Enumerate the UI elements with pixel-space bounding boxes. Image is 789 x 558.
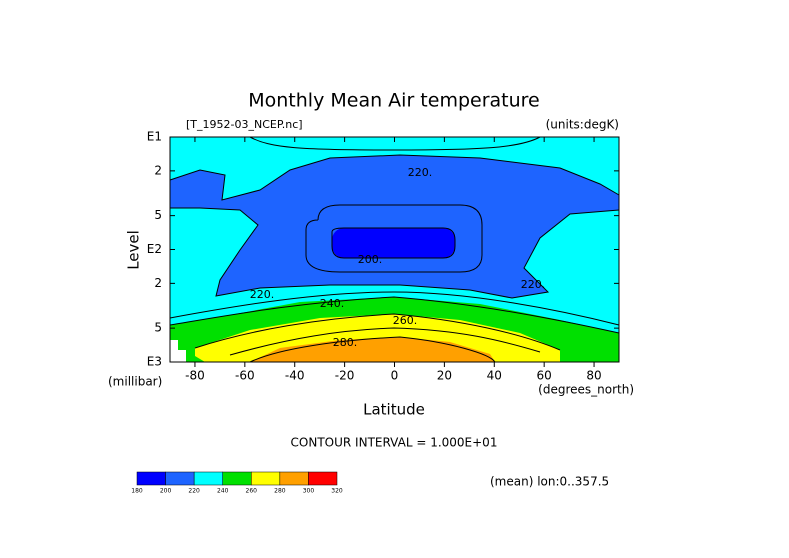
y-tick-label: E1 xyxy=(147,130,162,144)
colorbar-label: 260 xyxy=(246,488,258,495)
contour-fill xyxy=(332,228,455,258)
contour-line xyxy=(249,136,541,151)
contour-line xyxy=(194,313,561,351)
y-tick-label: 2 xyxy=(154,163,162,177)
contour-label: 200. xyxy=(358,253,383,266)
x-tick-label: -60 xyxy=(235,369,255,383)
x-tick-label: -40 xyxy=(285,369,305,383)
contour-line xyxy=(331,227,456,259)
contour-line xyxy=(170,207,620,299)
contour-line xyxy=(169,154,620,201)
y-tick-label: 2 xyxy=(154,276,162,290)
note: (mean) lon:0..357.5 xyxy=(490,475,609,489)
footnote: CONTOUR INTERVAL = 1.000E+01 xyxy=(291,436,498,450)
colorbar-label: 240 xyxy=(217,488,229,495)
colorbar-box xyxy=(222,471,252,486)
colorbar-label: 300 xyxy=(303,488,315,495)
contour-label: 240. xyxy=(320,297,345,310)
colorbar-box xyxy=(193,471,223,486)
x-axis-units: (degrees_north) xyxy=(538,383,634,397)
subtitle-left: [T_1952-03_NCEP.nc] xyxy=(186,118,303,131)
contour-label: 220. xyxy=(408,166,433,179)
colorbar-box xyxy=(308,471,338,486)
contour-label: 220. xyxy=(521,278,546,291)
colorbar-box xyxy=(251,471,281,486)
contour-label: 220. xyxy=(250,288,275,301)
subtitle-right: (units:degK) xyxy=(546,118,619,132)
contour-line xyxy=(305,204,483,273)
x-tick-label: 40 xyxy=(487,369,502,383)
contour-line xyxy=(169,291,620,326)
x-tick-label: -80 xyxy=(185,369,205,383)
x-tick-label: 60 xyxy=(537,369,552,383)
x-axis-label: Latitude xyxy=(363,401,425,419)
y-tick-label: E3 xyxy=(147,355,162,369)
colorbar-label: 180 xyxy=(131,488,143,495)
x-tick-label: 80 xyxy=(586,369,601,383)
y-axis-units: (millibar) xyxy=(108,375,162,389)
colorbar-label: 320 xyxy=(331,488,343,495)
colorbar-label: 200 xyxy=(160,488,172,495)
contour-line xyxy=(229,327,541,356)
colorbar-label: 220 xyxy=(188,488,200,495)
colorbar-box xyxy=(165,471,195,486)
contour-line xyxy=(169,296,620,334)
below-ground xyxy=(170,340,186,362)
x-tick-label: 20 xyxy=(437,369,452,383)
contour-label: 260. xyxy=(393,314,418,327)
x-tick-label: 0 xyxy=(391,369,399,383)
contour-fill xyxy=(250,337,495,362)
contour-label: 280. xyxy=(333,336,358,349)
chart-title: Monthly Mean Air temperature xyxy=(248,90,539,112)
x-tick-label: -20 xyxy=(335,369,355,383)
y-tick-label: E2 xyxy=(147,242,162,256)
y-tick-label: 5 xyxy=(154,321,162,335)
contour-line xyxy=(249,336,496,363)
colorbar-box xyxy=(136,471,166,486)
y-tick-label: 5 xyxy=(154,208,162,222)
colorbar-label: 280 xyxy=(274,488,286,495)
colorbar-box xyxy=(279,471,309,486)
y-axis-label: Level xyxy=(125,230,143,270)
contour-fill xyxy=(170,155,619,298)
